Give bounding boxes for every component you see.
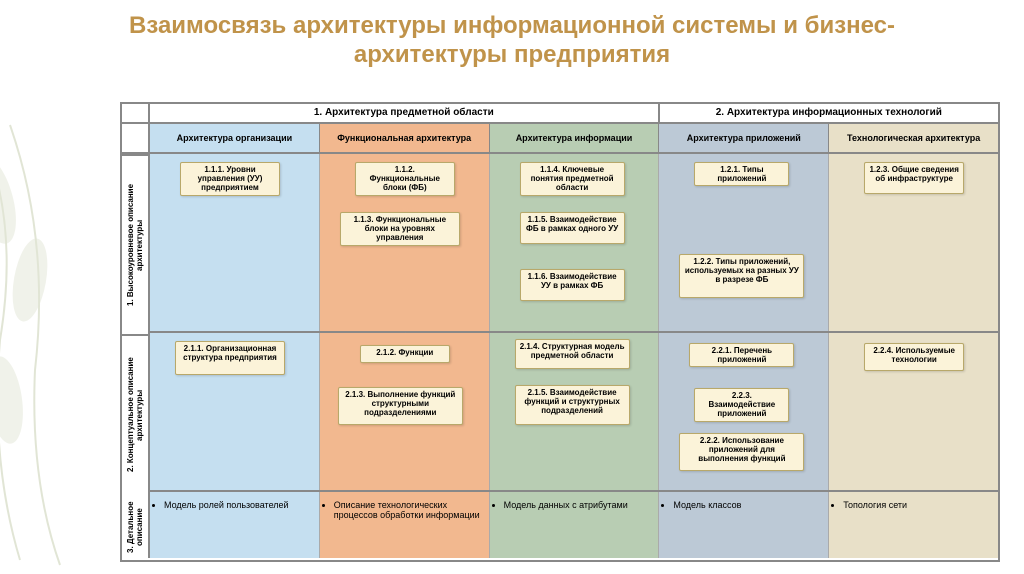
node-n212: 2.1.2. Функции: [360, 345, 450, 363]
architecture-matrix: 1. Архитектура предметной области 2. Арх…: [120, 102, 1000, 562]
node-n213: 2.1.3. Выполнение функций структурными п…: [338, 387, 463, 425]
cell-2-2: Модель данных с атрибутами: [490, 492, 660, 558]
bullet-item: Модель ролей пользователей: [164, 500, 313, 510]
cell-2-3: Модель классов: [659, 492, 829, 558]
bullet-item: Топология сети: [843, 500, 992, 510]
col-header-2: Архитектура информации: [490, 124, 660, 152]
cell-1-1: 2.1.2. Функции 2.1.3. Выполнение функций …: [320, 333, 490, 490]
cell-0-0: 1.1.1. Уровни управления (УУ) предприяти…: [150, 154, 320, 331]
cell-1-0: 2.1.1. Организационная структура предпри…: [150, 333, 320, 490]
node-n113: 1.1.3. Функциональные блоки на уровнях у…: [340, 212, 460, 246]
grid-row-1: 2.1.1. Организационная структура предпри…: [150, 333, 998, 492]
grid-body: 1.1.1. Уровни управления (УУ) предприяти…: [150, 154, 998, 558]
node-n222: 2.2.2. Использование приложений для выпо…: [679, 433, 804, 471]
cell-1-2: 2.1.4. Структурная модель предметной обл…: [490, 333, 660, 490]
cell-2-0: Модель ролей пользователей: [150, 492, 320, 558]
cell-2-1: Описание технологических процессов обраб…: [320, 492, 490, 558]
col-header-4: Технологическая архитектура: [829, 124, 998, 152]
node-n114: 1.1.4. Ключевые понятия предметной облас…: [520, 162, 625, 196]
node-n214: 2.1.4. Структурная модель предметной обл…: [515, 339, 630, 369]
grid-row-0: 1.1.1. Уровни управления (УУ) предприяти…: [150, 154, 998, 333]
node-n224: 2.2.4. Используемые технологии: [864, 343, 964, 371]
node-n112: 1.1.2. Функциональные блоки (ФБ): [355, 162, 455, 196]
cell-1-4: 2.2.4. Используемые технологии: [829, 333, 998, 490]
row-labels: 1. Высокоуровневое описание архитектуры …: [122, 154, 150, 558]
node-n211: 2.1.1. Организационная структура предпри…: [175, 341, 285, 375]
col-header-1: Функциональная архитектура: [320, 124, 490, 152]
top-header-2: 2. Архитектура информационных технологий: [660, 104, 998, 122]
cell-0-1: 1.1.2. Функциональные блоки (ФБ) 1.1.3. Ф…: [320, 154, 490, 331]
node-n121: 1.2.1. Типы приложений: [694, 162, 789, 186]
col-header-0: Архитектура организации: [150, 124, 320, 152]
node-n223: 2.2.3. Взаимодействие приложений: [694, 388, 789, 422]
bullet-item: Описание технологических процессов обраб…: [334, 500, 483, 520]
column-header-row: Архитектура организации Функциональная а…: [122, 124, 998, 154]
node-n115: 1.1.5. Взаимодействие ФБ в рамках одного…: [520, 212, 625, 244]
grid-row-2: Модель ролей пользователей Описание техн…: [150, 492, 998, 558]
cell-2-4: Топология сети: [829, 492, 998, 558]
cell-1-3: 2.2.1. Перечень приложений 2.2.2. Использ…: [659, 333, 829, 490]
top-header-1: 1. Архитектура предметной области: [150, 104, 660, 122]
cell-0-4: 1.2.3. Общие сведения об инфраструктуре: [829, 154, 998, 331]
row-label-1: 2. Концептуальное описание архитектуры: [122, 334, 148, 494]
cell-0-3: 1.2.1. Типы приложений 1.2.2. Типы прилож…: [659, 154, 829, 331]
row-label-2: 3. Детальное описание: [122, 494, 148, 560]
bullet-item: Модель данных с атрибутами: [504, 500, 653, 510]
node-n215: 2.1.5. Взаимодействие функций и структур…: [515, 385, 630, 425]
node-n116: 1.1.6. Взаимодействие УУ в рамках ФБ: [520, 269, 625, 301]
node-n123: 1.2.3. Общие сведения об инфраструктуре: [864, 162, 964, 194]
col-header-3: Архитектура приложений: [659, 124, 829, 152]
node-n221: 2.2.1. Перечень приложений: [689, 343, 794, 367]
cell-0-2: 1.1.4. Ключевые понятия предметной облас…: [490, 154, 660, 331]
node-n111: 1.1.1. Уровни управления (УУ) предприяти…: [180, 162, 280, 196]
node-n122: 1.2.2. Типы приложений, используемых на …: [679, 254, 804, 298]
top-header-row: 1. Архитектура предметной области 2. Арх…: [122, 104, 998, 124]
page-title: Взаимосвязь архитектуры информационной с…: [0, 0, 1024, 76]
row-label-0: 1. Высокоуровневое описание архитектуры: [122, 154, 148, 334]
bullet-item: Модель классов: [673, 500, 822, 510]
background-leaves-decoration: [0, 120, 140, 570]
